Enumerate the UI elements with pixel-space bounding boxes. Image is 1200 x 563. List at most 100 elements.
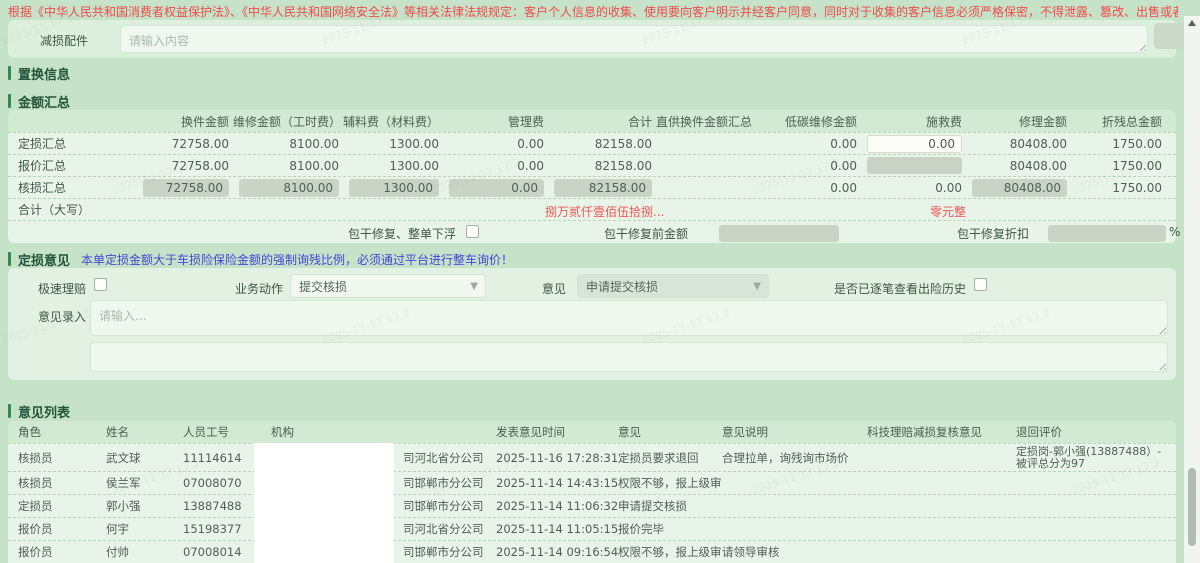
opinion-header-cell: 发表意见时间 [496,425,565,439]
business-action-value: 提交核损 [299,279,348,294]
history-reviewed-label: 是否已逐笔查看出险历史 [834,282,967,296]
total-amount-capital[interactable]: 捌万贰仟壹佰伍拾捌... [545,205,665,219]
opinion-row[interactable]: 报价员 何宇 15198377 司河北省分公司 2025-11-14 11:05:15 报… [8,517,1176,540]
business-action-select[interactable]: 提交核损 ▼ [290,274,486,298]
rescue-fee-input[interactable]: 0.00 [867,134,962,153]
section-amount-summary-title: 金额汇总 [18,95,71,111]
amount-readonly-box: 8100.00 [239,178,339,197]
amount-header-cell: 合计 [627,114,652,129]
scrollbar-up-arrow-icon[interactable] [1188,20,1196,26]
opinion-header-cell: 姓名 [106,425,129,439]
org-visible-text: 司邯郸市分公司 [403,476,484,490]
amount-cell: 72758.00 [171,158,229,173]
express-claim-checkbox[interactable] [94,278,107,291]
opinion-select[interactable]: 申请提交核损 ▼ [577,274,769,298]
amount-header-cell: 辅料费（材料费） [343,114,440,129]
express-claim-label: 极速理赔 [38,282,87,296]
opinion-row[interactable]: 核损员 侯兰军 07008070 司邯郸市分公司 2025-11-14 14:43:15… [8,471,1176,494]
section-replace-info: 置换信息 [8,64,70,83]
employee-id-cell: 07008014 [183,545,242,559]
damage-parts-panel: 减损配件 [8,20,1184,58]
opinion-cell: 报价完毕 [618,522,664,536]
privacy-notice-text: 根据《中华人民共和国消费者权益保护法》、《中华人民共和国网络安全法》等相关法律法… [8,5,1178,19]
amount-cell: 0.00 [443,178,548,197]
opinion-row[interactable]: 报价员 付帅 07008014 司邯郸市分公司 2025-11-14 09:16:54 权… [8,540,1176,563]
amount-cell: 1300.00 [343,178,443,197]
loss-opinion-panel: 极速理赔 业务动作 提交核损 ▼ 意见 申请提交核损 ▼ 是否已逐笔查看出险历史… [8,268,1176,380]
amount-header-cell: 修理金额 [1018,114,1067,129]
role-cell: 定损员 [18,499,53,513]
section-opinion-list-title: 意见列表 [18,405,71,421]
org-visible-text: 司河北省分公司 [403,450,484,465]
amount-header-cell: 换件金额 [180,114,229,129]
opinion-row[interactable]: 定损员 郭小强 13887488 司邯郸市分公司 2025-11-14 11:06:32… [8,494,1176,517]
opinion-header-cell: 科技理赔减损复核意见 [867,425,982,439]
history-reviewed-checkbox[interactable] [974,278,987,291]
opinion-label: 意见 [542,282,567,296]
repair-discount-field [1048,225,1166,242]
opinion-entry-secondary-input[interactable] [90,342,1168,372]
role-cell: 报价员 [18,522,53,536]
damage-parts-input[interactable] [120,25,1148,53]
opinion-header-cell: 退回评价 [1016,425,1062,439]
amount-readonly-box: 1300.00 [348,178,439,197]
amount-header-cell: 维修金额（工时费） [233,114,342,129]
baogan-checkbox[interactable] [466,225,479,238]
org-cell: 司邯郸市分公司 [271,544,496,560]
section-loss-opinion: 定损意见 本单定损金额大于车损险保险金额的强制询残比例，必须通过平台进行整车询价… [8,250,513,269]
pre-repair-amount-field [719,225,839,242]
resize-handle-icon[interactable] [1157,361,1166,370]
scrollbar-thumb[interactable] [1188,468,1196,546]
role-cell: 报价员 [18,545,53,559]
org-cell: 司邯郸市分公司 [271,498,496,514]
repair-discount-label: 包干修复折扣 [956,227,1029,241]
amount-header-cell: 管理费 [507,114,544,129]
resize-handle-icon[interactable] [1157,325,1166,334]
grand-total-label: 合计（大写） [18,203,91,217]
amount-cell: 0.00 [830,180,857,195]
amount-readonly-box: 0.00 [449,178,544,197]
opinion-cell: 权限不够，报上级审核 [618,545,722,559]
opinion-note-cell: 合理拉单，询残询市场价 [722,450,849,465]
employee-id-cell: 15198377 [183,522,242,536]
section-opinion-list: 意见列表 [8,402,71,421]
scrollbar-track[interactable] [1184,16,1200,563]
residual-amount-capital: 零元整 [930,205,967,219]
amount-header-cell: 施救费 [925,114,962,129]
section-amount-summary: 金额汇总 [8,92,71,111]
opinion-entry-input[interactable] [90,300,1168,336]
role-cell: 核损员 [18,476,53,490]
chevron-down-icon: ▼ [753,280,761,292]
opinion-header-row: 角色 姓名 人员工号 机构 发表意见时间 意见 意见说明 科技理赔减损复核意见 退回评价 [8,421,1176,443]
amount-cell: 1300.00 [389,158,439,173]
resize-handle-icon[interactable] [1137,42,1146,51]
amount-cell: 1750.00 [1112,136,1162,151]
amount-cell: 0.00 [517,136,544,151]
org-visible-text: 司邯郸市分公司 [403,499,484,513]
name-cell: 郭小强 [106,499,141,513]
baogan-row: 包干修复、整单下浮 包干修复前金额 包干修复折扣 % [8,220,1180,242]
name-cell: 侯兰军 [106,476,141,490]
section-bar-icon [8,94,11,108]
opinion-list-table: 角色 姓名 人员工号 机构 发表意见时间 意见 意见说明 科技理赔减损复核意见 退回评价 核损员 武… [8,421,1176,563]
amount-header-row: 换件金额 维修金额（工时费） 辅料费（材料费） 管理费 合计 直供换件金额汇总 低碳维修金额… [8,110,1176,132]
org-visible-text: 司河北省分公司 [403,522,484,536]
opinion-time-cell: 2025-11-14 11:05:15 [496,522,618,536]
name-cell: 付帅 [106,545,129,559]
opinion-row[interactable]: 核损员 武文球 11114614 司河北省分公司 2025-11-16 17:28:31… [8,443,1176,471]
section-loss-opinion-title: 定损意见 [18,253,71,269]
opinion-entry-secondary-wrap [90,342,1168,372]
amount-cell: 8100.00 [233,178,343,197]
chevron-down-icon: ▼ [470,280,478,292]
pre-repair-amount-label: 包干修复前金额 [603,227,688,241]
amount-readonly-box: 82158.00 [554,178,652,197]
opinion-note-cell: 请领导审核 [722,545,780,559]
opinion-time-cell: 2025-11-14 14:43:15 [496,476,618,490]
employee-id-cell: 07008070 [183,476,242,490]
opinion-entry-label: 意见录入 [38,310,87,324]
opinion-header-cell: 机构 [271,425,294,439]
amount-cell: 1750.00 [1112,158,1162,173]
org-cell: 司河北省分公司 [271,521,496,537]
amount-cell: 72758.00 [171,136,229,151]
